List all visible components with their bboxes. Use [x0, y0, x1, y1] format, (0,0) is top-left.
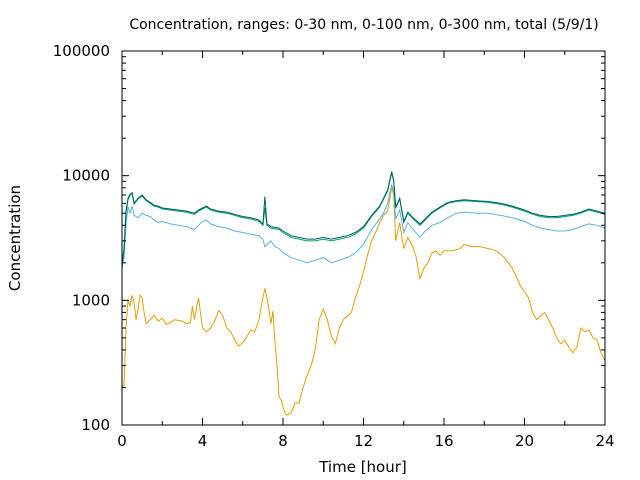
- series-line-3: [121, 172, 606, 266]
- chart-title: Concentration, ranges: 0-30 nm, 0-100 nm…: [129, 17, 598, 33]
- y-axis-label: Concentration: [6, 185, 24, 291]
- x-tick-label: 24: [595, 432, 614, 450]
- y-tick-label: 10000: [62, 167, 110, 185]
- series-line-2: [121, 184, 606, 269]
- series-layer: [121, 171, 606, 416]
- x-axis-label: Time [hour]: [318, 458, 407, 476]
- series-line-1: [121, 187, 606, 416]
- x-tick-label: 16: [434, 432, 453, 450]
- series-line-4: [121, 171, 606, 265]
- x-tick-label: 0: [117, 432, 127, 450]
- x-tick-label: 4: [198, 432, 208, 450]
- y-tick-label: 100: [81, 416, 110, 434]
- x-tick-label: 8: [278, 432, 288, 450]
- y-tick-label: 100000: [53, 42, 110, 60]
- x-tick-label: 20: [515, 432, 534, 450]
- x-tick-label: 12: [354, 432, 373, 450]
- y-tick-label: 1000: [72, 291, 110, 309]
- ticks-layer: 0 4 8 12 16 20 24 100 1000 10000 100000: [53, 42, 615, 450]
- plot-frame: [121, 50, 606, 426]
